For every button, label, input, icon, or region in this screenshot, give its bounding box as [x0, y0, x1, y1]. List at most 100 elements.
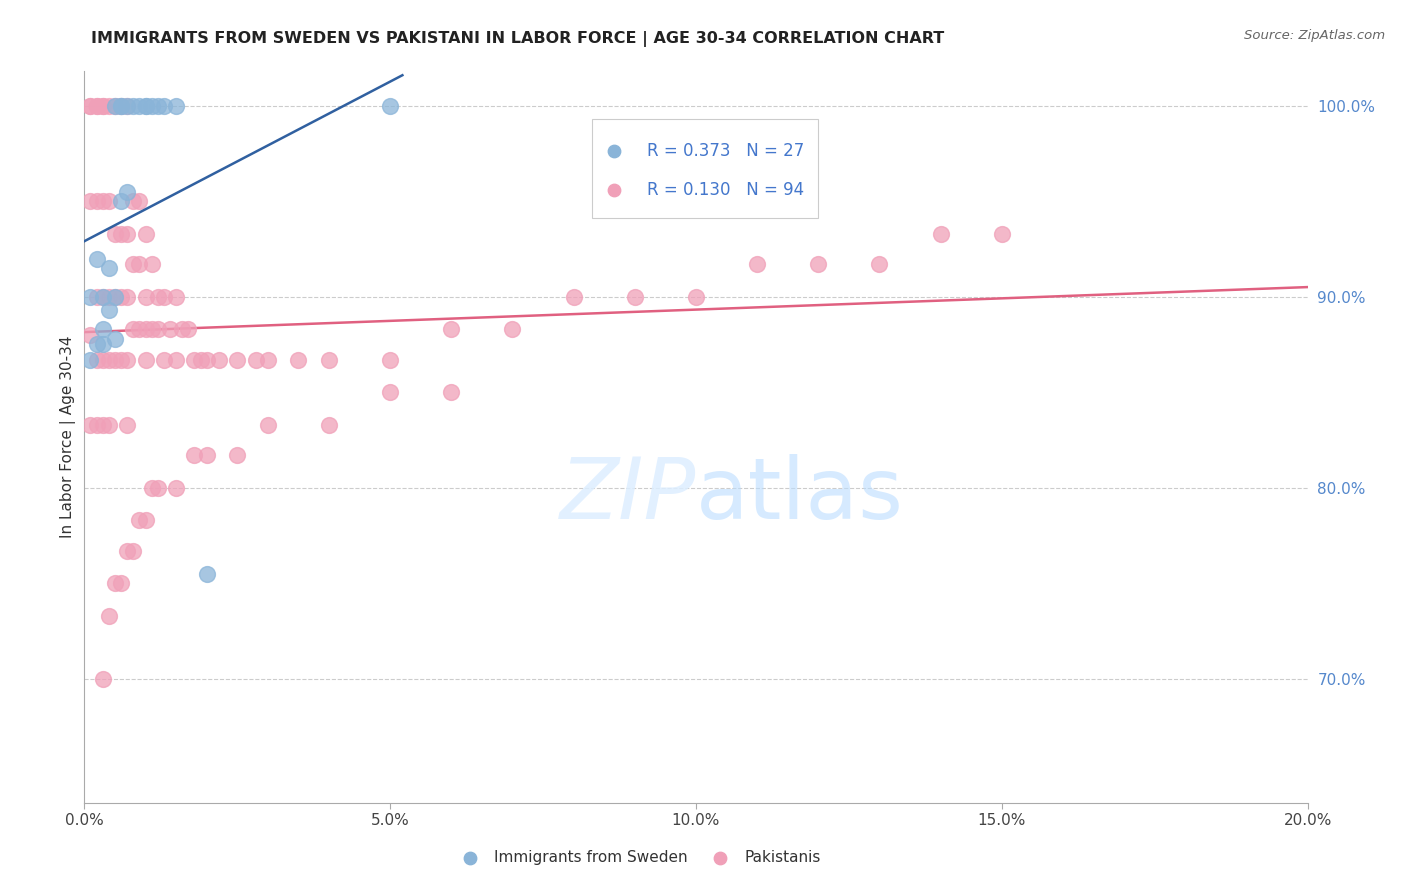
Point — [91, 290, 114, 304]
Point — [86, 417, 108, 432]
Point — [79, 290, 101, 304]
Text: R = 0.373   N = 27: R = 0.373 N = 27 — [647, 142, 804, 160]
Point — [153, 352, 176, 367]
Point — [135, 322, 157, 336]
Point — [97, 261, 120, 276]
Point — [141, 322, 163, 336]
Point — [115, 290, 138, 304]
Point — [135, 290, 157, 304]
Point — [165, 352, 187, 367]
Point — [153, 290, 176, 304]
Point — [502, 322, 524, 336]
Point — [104, 576, 127, 591]
Point — [122, 543, 145, 558]
Point — [115, 543, 138, 558]
Point — [177, 322, 200, 336]
Point — [97, 194, 120, 209]
Point — [91, 290, 114, 304]
Point — [624, 290, 647, 304]
Point — [146, 481, 169, 495]
Text: IMMIGRANTS FROM SWEDEN VS PAKISTANI IN LABOR FORCE | AGE 30-34 CORRELATION CHART: IMMIGRANTS FROM SWEDEN VS PAKISTANI IN L… — [91, 31, 945, 47]
Point — [869, 257, 891, 271]
Text: Immigrants from Sweden: Immigrants from Sweden — [494, 850, 688, 865]
Point — [97, 352, 120, 367]
Point — [110, 99, 132, 113]
Point — [128, 322, 150, 336]
Point — [79, 417, 101, 432]
Point — [86, 352, 108, 367]
Point — [104, 332, 127, 346]
Point — [135, 513, 157, 527]
Point — [91, 672, 114, 686]
Point — [440, 322, 463, 336]
Point — [122, 257, 145, 271]
Point — [153, 99, 176, 113]
Point — [104, 290, 127, 304]
Point — [115, 227, 138, 241]
Point — [91, 99, 114, 113]
Point — [97, 99, 120, 113]
Point — [91, 99, 114, 113]
Point — [195, 448, 218, 462]
Point — [562, 290, 585, 304]
Point — [115, 417, 138, 432]
Point — [110, 194, 132, 209]
Point — [991, 227, 1014, 241]
Point — [287, 352, 309, 367]
Point — [146, 322, 169, 336]
Point — [97, 290, 120, 304]
Point — [122, 194, 145, 209]
Point — [685, 290, 707, 304]
Point — [807, 257, 830, 271]
Point — [97, 303, 120, 318]
Point — [79, 99, 101, 113]
Point — [146, 99, 169, 113]
Point — [440, 385, 463, 400]
Point — [226, 352, 249, 367]
Point — [165, 99, 187, 113]
Point — [115, 185, 138, 199]
Text: atlas: atlas — [696, 454, 904, 537]
Point — [318, 352, 340, 367]
Point — [159, 322, 181, 336]
Point — [115, 99, 138, 113]
Point — [135, 99, 157, 113]
Point — [115, 99, 138, 113]
Y-axis label: In Labor Force | Age 30-34: In Labor Force | Age 30-34 — [60, 335, 76, 539]
Point — [97, 417, 120, 432]
Point — [146, 290, 169, 304]
Point — [86, 337, 108, 351]
Point — [104, 99, 127, 113]
Point — [135, 227, 157, 241]
Point — [128, 513, 150, 527]
Point — [79, 99, 101, 113]
Point — [141, 481, 163, 495]
Text: ZIP: ZIP — [560, 454, 696, 537]
Point — [91, 194, 114, 209]
Point — [91, 352, 114, 367]
Point — [110, 290, 132, 304]
Point — [165, 481, 187, 495]
Point — [245, 352, 267, 367]
Point — [104, 99, 127, 113]
Point — [380, 352, 402, 367]
Point — [110, 99, 132, 113]
Point — [380, 385, 402, 400]
Point — [380, 99, 402, 113]
Point — [165, 290, 187, 304]
Point — [135, 99, 157, 113]
Point — [97, 608, 120, 623]
Point — [104, 352, 127, 367]
Text: Pakistanis: Pakistanis — [745, 850, 821, 865]
Point — [195, 352, 218, 367]
Point — [318, 417, 340, 432]
Point — [172, 322, 194, 336]
Point — [79, 194, 101, 209]
FancyBboxPatch shape — [592, 119, 818, 218]
Point — [115, 352, 138, 367]
Point — [135, 352, 157, 367]
Point — [122, 99, 145, 113]
Text: R = 0.130   N = 94: R = 0.130 N = 94 — [647, 181, 804, 199]
Point — [79, 327, 101, 342]
Point — [208, 352, 231, 367]
